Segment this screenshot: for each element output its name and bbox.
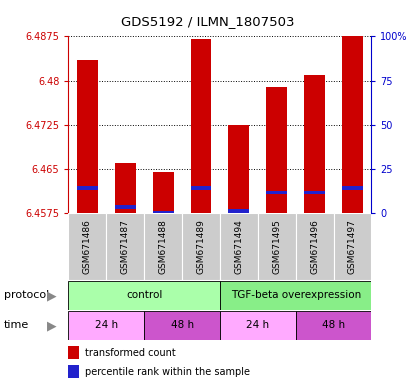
Text: control: control <box>126 290 162 301</box>
Bar <box>220 213 258 280</box>
Bar <box>304 75 325 213</box>
Bar <box>106 213 144 280</box>
Text: 48 h: 48 h <box>171 320 194 331</box>
Bar <box>182 213 220 280</box>
Bar <box>266 86 287 213</box>
Text: 24 h: 24 h <box>95 320 118 331</box>
Text: TGF-beta overexpression: TGF-beta overexpression <box>231 290 361 301</box>
Text: GSM671487: GSM671487 <box>121 219 130 274</box>
Bar <box>68 311 144 340</box>
Text: time: time <box>4 320 29 331</box>
Bar <box>295 311 371 340</box>
Text: GSM671486: GSM671486 <box>83 219 92 274</box>
Bar <box>342 36 363 213</box>
Bar <box>190 186 211 190</box>
Text: GSM671488: GSM671488 <box>159 219 168 274</box>
Bar <box>153 172 173 213</box>
Bar <box>220 281 371 310</box>
Bar <box>266 190 287 194</box>
Text: GSM671497: GSM671497 <box>348 219 357 274</box>
Bar <box>153 211 173 215</box>
Bar <box>220 311 295 340</box>
Bar <box>115 163 136 213</box>
Bar <box>304 190 325 194</box>
Text: GDS5192 / ILMN_1807503: GDS5192 / ILMN_1807503 <box>121 15 294 28</box>
Text: ▶: ▶ <box>47 289 57 302</box>
Text: transformed count: transformed count <box>85 348 176 358</box>
Bar <box>144 213 182 280</box>
Bar <box>342 186 363 190</box>
Bar <box>68 346 79 359</box>
Text: GSM671496: GSM671496 <box>310 219 319 274</box>
Text: GSM671489: GSM671489 <box>197 219 205 274</box>
Text: 48 h: 48 h <box>322 320 345 331</box>
Bar <box>229 125 249 213</box>
Bar <box>334 213 371 280</box>
Bar <box>229 209 249 213</box>
Bar <box>115 205 136 209</box>
Bar <box>68 281 220 310</box>
Text: 24 h: 24 h <box>246 320 269 331</box>
Text: ▶: ▶ <box>47 319 57 332</box>
Text: GSM671494: GSM671494 <box>234 219 243 274</box>
Text: protocol: protocol <box>4 290 49 301</box>
Text: GSM671495: GSM671495 <box>272 219 281 274</box>
Bar <box>258 213 295 280</box>
Bar <box>77 60 98 213</box>
Bar <box>68 213 106 280</box>
Bar <box>144 311 220 340</box>
Bar <box>68 365 79 378</box>
Bar <box>77 186 98 190</box>
Bar <box>295 213 334 280</box>
Bar <box>190 40 211 213</box>
Text: percentile rank within the sample: percentile rank within the sample <box>85 367 250 377</box>
